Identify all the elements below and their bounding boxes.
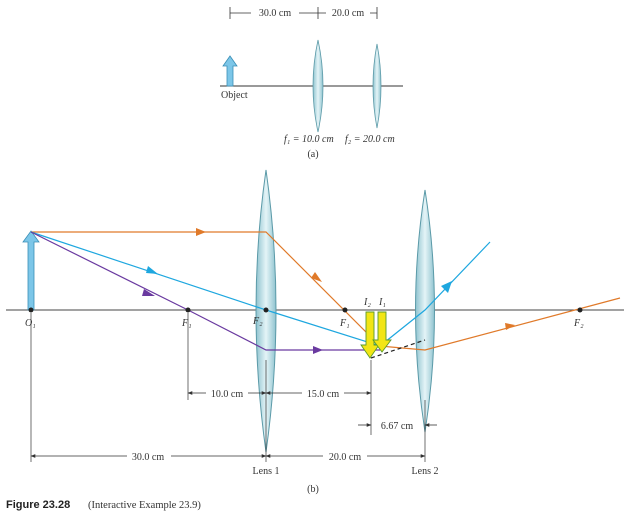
dim-10-label: 10.0 cm — [211, 389, 243, 400]
part-a: 30.0 cm 20.0 cm Object f₁ = 10.0 cm f₂ =… — [220, 6, 403, 160]
panel-a-label: (a) — [307, 149, 318, 160]
dim-667-label: 6.67 cm — [381, 421, 413, 432]
f1-right-point — [342, 307, 348, 313]
lens2-label: Lens 2 — [412, 466, 439, 477]
lens1-label: Lens 1 — [253, 466, 280, 477]
figure-reference: (Interactive Example 23.9) — [88, 500, 201, 511]
object-arrow-a — [222, 55, 238, 87]
dim-30-b-label: 30.0 cm — [132, 452, 164, 463]
lens2-a — [372, 43, 382, 129]
o1-point — [28, 307, 34, 313]
f1-left-point — [185, 307, 191, 313]
panel-b-label: (b) — [307, 484, 319, 495]
lens1-a — [312, 39, 324, 133]
figure-number: Figure 23.28 — [6, 499, 70, 511]
dim-20-b-label: 20.0 cm — [329, 452, 361, 463]
f1-left-label: F₁ — [181, 318, 192, 329]
dim-30-label: 30.0 cm — [259, 8, 291, 19]
f2-label: f₂ = 20.0 cm — [345, 134, 395, 145]
o1-label: O₁ — [25, 318, 36, 329]
lens2-b — [415, 189, 435, 433]
f1-label: f₁ = 10.0 cm — [284, 134, 334, 145]
f1-right-label: F₁ — [339, 318, 350, 329]
dim-15-label: 15.0 cm — [307, 389, 339, 400]
f2-right-label: F₂ — [573, 318, 584, 329]
dashed-extension — [370, 339, 426, 359]
i2-label: I₂ — [363, 297, 371, 308]
f2-right-point — [577, 307, 583, 313]
image-i1-arrow — [372, 311, 392, 353]
orange-ray — [31, 231, 621, 351]
object-label: Object — [221, 90, 248, 101]
object-arrow-b — [22, 230, 40, 311]
part-b: O₁ F₁ F₂ F₁ F₂ I₂ I₁ 10.0 cm 15.0 cm 6.6… — [6, 169, 624, 495]
f2-center-label: F₂ — [252, 316, 263, 327]
image-i2-arrow — [360, 311, 380, 359]
f2-center-point — [263, 307, 269, 313]
i1-label: I₁ — [378, 297, 386, 308]
dim-20-label: 20.0 cm — [332, 8, 364, 19]
